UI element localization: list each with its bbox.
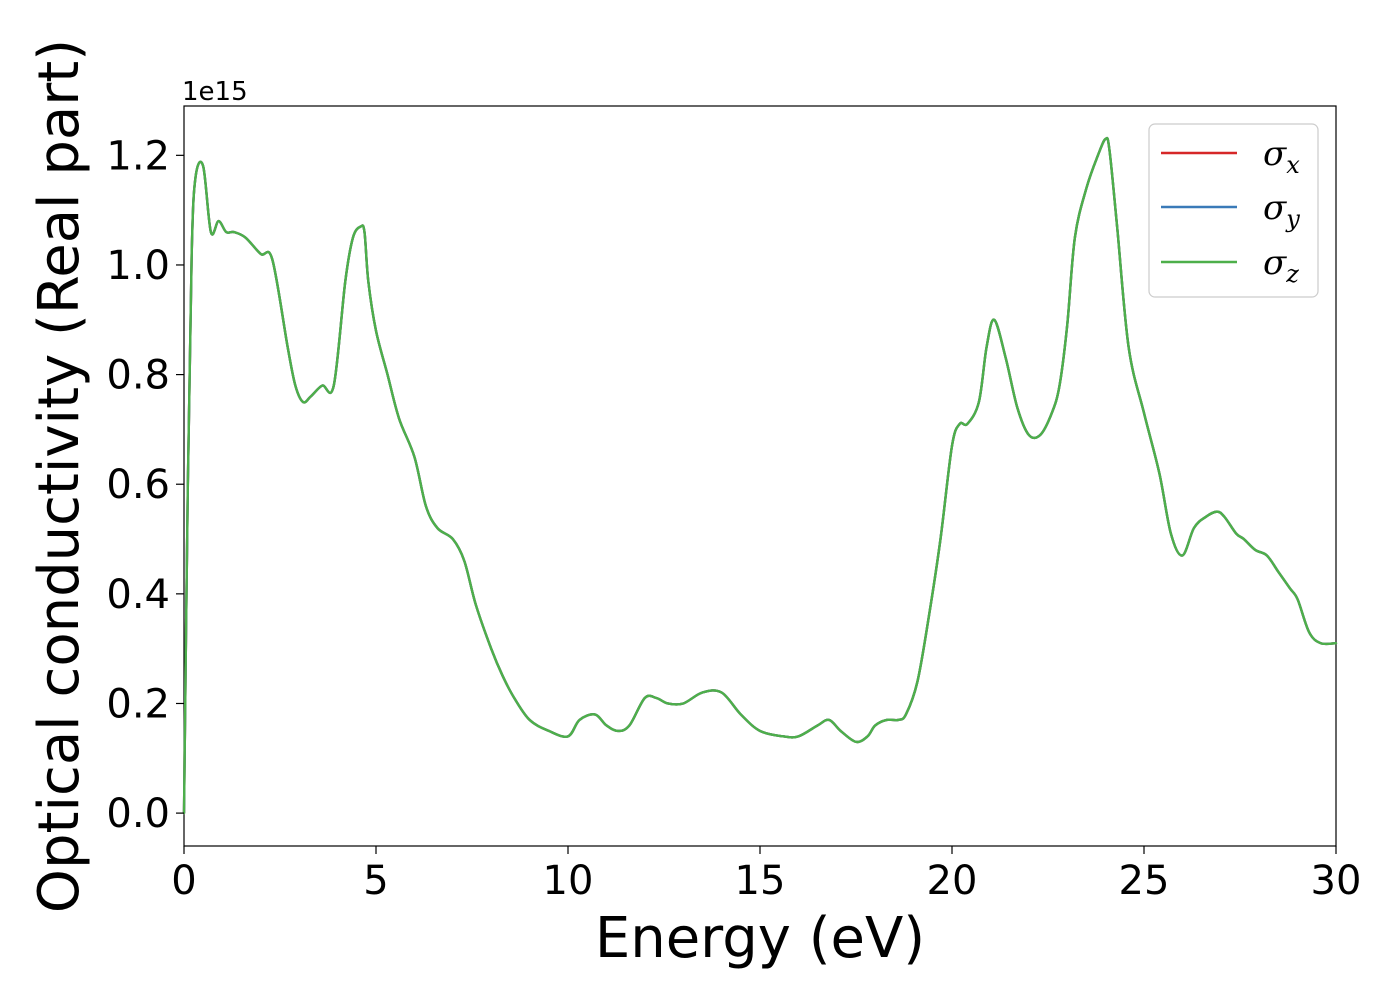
x-axis-ticks: 0 5 10 15 20 25 30: [171, 846, 1361, 904]
legend: σx σy σz: [1148, 123, 1319, 298]
y-tick-label: 0.0: [106, 791, 170, 837]
legend-box: [1148, 123, 1319, 298]
y-tick-label: 0.2: [106, 681, 170, 727]
x-tick-label: 25: [1119, 858, 1170, 904]
y-offset-label: 1e15: [182, 77, 248, 107]
axes-frame: [183, 105, 1337, 847]
y-tick-label: 1.0: [106, 243, 170, 289]
y-tick-label: 1.2: [106, 133, 170, 179]
y-axis-label: Optical conductivity (Real part): [27, 39, 92, 913]
x-tick-label: 10: [543, 858, 594, 904]
legend-label-z: σz: [1263, 243, 1299, 288]
x-tick-label: 30: [1311, 858, 1362, 904]
x-tick-label: 15: [735, 858, 786, 904]
x-tick-label: 0: [171, 858, 196, 904]
x-tick-label: 5: [363, 858, 388, 904]
series-lines: [182, 136, 1338, 815]
x-tick-label: 20: [927, 858, 978, 904]
plot-area: [182, 105, 1338, 847]
y-axis-ticks: 0.0 0.2 0.4 0.6 0.8 1.0 1.2: [106, 133, 184, 837]
x-axis-label: Energy (eV): [595, 906, 925, 971]
legend-label-y: σy: [1263, 188, 1300, 233]
legend-label-x: σx: [1263, 134, 1300, 179]
y-tick-label: 0.6: [106, 462, 170, 508]
y-tick-label: 0.8: [106, 353, 170, 399]
series-line-z: [182, 136, 1338, 815]
y-tick-label: 0.4: [106, 572, 170, 618]
